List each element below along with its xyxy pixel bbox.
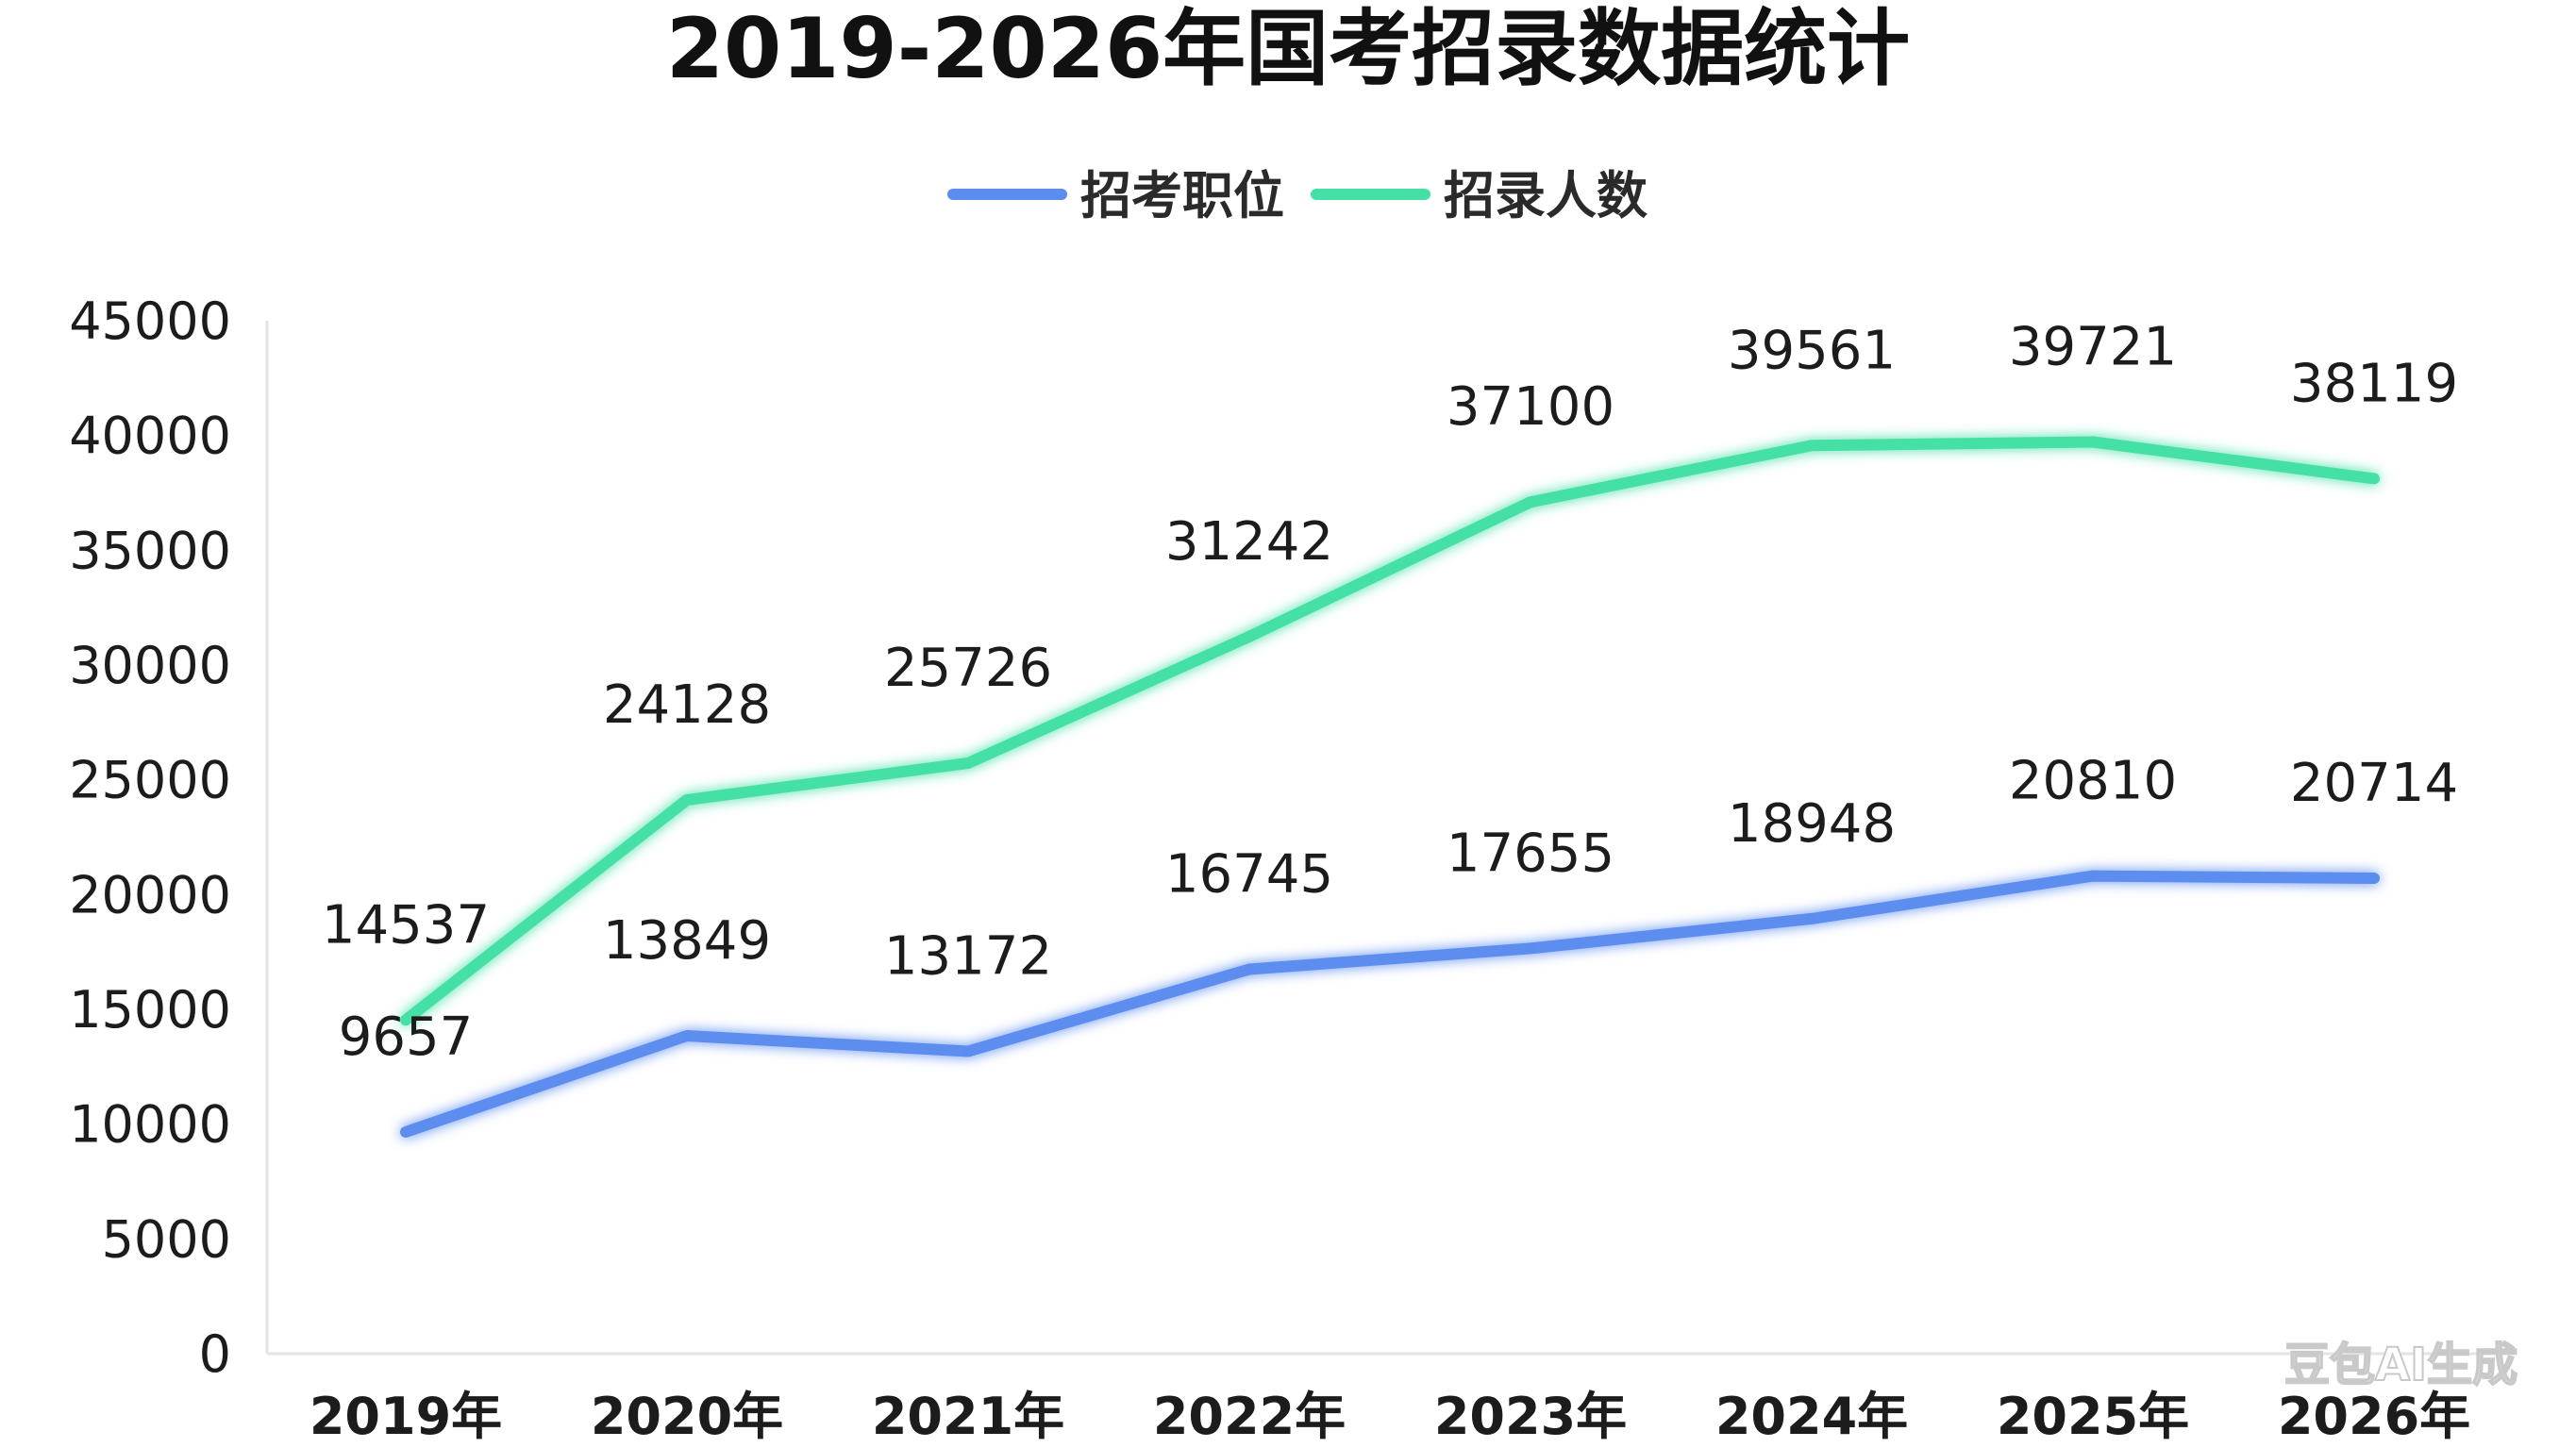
series-2-point (1807, 441, 1816, 451)
x-axis-ticks: 2019年 2020年 2021年 2022年 2023年 2024年 2025年 2026年 (309, 1387, 2470, 1446)
data-label: 17655 (1447, 823, 1614, 884)
data-label: 18948 (1728, 793, 1896, 855)
y-tick-label: 35000 (69, 521, 231, 580)
y-tick-label: 5000 (102, 1209, 231, 1269)
data-label: 31242 (1165, 511, 1333, 573)
x-tick-label: 2024年 (1715, 1387, 1908, 1446)
series-1-point (2369, 874, 2379, 883)
data-label: 13849 (603, 910, 771, 972)
series-line-1 (400, 870, 2380, 1138)
x-tick-label: 2022年 (1153, 1387, 1346, 1446)
series-layer (400, 436, 2380, 1138)
y-tick-label: 25000 (69, 751, 231, 810)
data-label: 38119 (2290, 353, 2458, 414)
series-1-point (682, 1031, 692, 1040)
data-label: 20714 (2290, 753, 2458, 814)
legend-label-series-1: 招考职位 (1080, 166, 1284, 225)
series-1-point (1526, 943, 1535, 954)
y-tick-label: 45000 (69, 291, 231, 351)
data-label: 37100 (1447, 376, 1614, 438)
x-tick-label: 2019年 (309, 1387, 502, 1446)
y-tick-label: 30000 (69, 636, 231, 695)
data-label: 13172 (884, 925, 1052, 987)
series-line-2 (400, 436, 2380, 1026)
series-2-point (2088, 437, 2098, 447)
legend: 招考职位 招录人数 (947, 166, 1648, 225)
y-tick-label: 0 (199, 1324, 231, 1384)
series-1-point (2088, 871, 2098, 881)
x-tick-label: 2020年 (591, 1387, 783, 1446)
y-axis-ticks: 0 5000 10000 15000 20000 25000 30000 35000 40000… (69, 291, 231, 1384)
data-label: 16745 (1165, 844, 1333, 906)
y-tick-label: 20000 (69, 865, 231, 924)
data-label: 39561 (1728, 320, 1896, 381)
series-2-point (401, 1015, 410, 1025)
data-label: 39721 (2009, 316, 2177, 377)
data-label: 14537 (322, 894, 490, 956)
data-label: 9657 (339, 1007, 474, 1068)
y-tick-label: 40000 (69, 407, 231, 466)
series-2-point (1245, 631, 1254, 641)
series-1-point (401, 1127, 410, 1137)
series-1-point (963, 1046, 973, 1057)
series-2-point (963, 758, 973, 768)
series-2-point (2369, 474, 2379, 484)
data-label: 25726 (884, 638, 1052, 699)
y-tick-label: 15000 (69, 980, 231, 1040)
series-2-point (682, 794, 692, 805)
watermark: 豆包AI生成 (2284, 1339, 2517, 1391)
series-1-point (1807, 913, 1816, 924)
x-tick-label: 2023年 (1434, 1387, 1627, 1446)
chart-title: 2019-2026年国考招录数据统计 (666, 0, 1910, 97)
data-label: 24128 (603, 674, 771, 736)
x-tick-label: 2021年 (872, 1387, 1064, 1446)
x-tick-label: 2025年 (1997, 1387, 2189, 1446)
data-label: 20810 (2009, 751, 2177, 812)
series-2-point (1526, 497, 1535, 508)
x-tick-label: 2026年 (2278, 1387, 2470, 1446)
data-labels: 9657 13849 13172 16745 17655 18948 20810 20714 1… (322, 316, 2458, 1068)
legend-label-series-2: 招录人数 (1444, 166, 1648, 225)
series-1-point (1245, 964, 1254, 974)
y-tick-label: 10000 (69, 1095, 231, 1155)
